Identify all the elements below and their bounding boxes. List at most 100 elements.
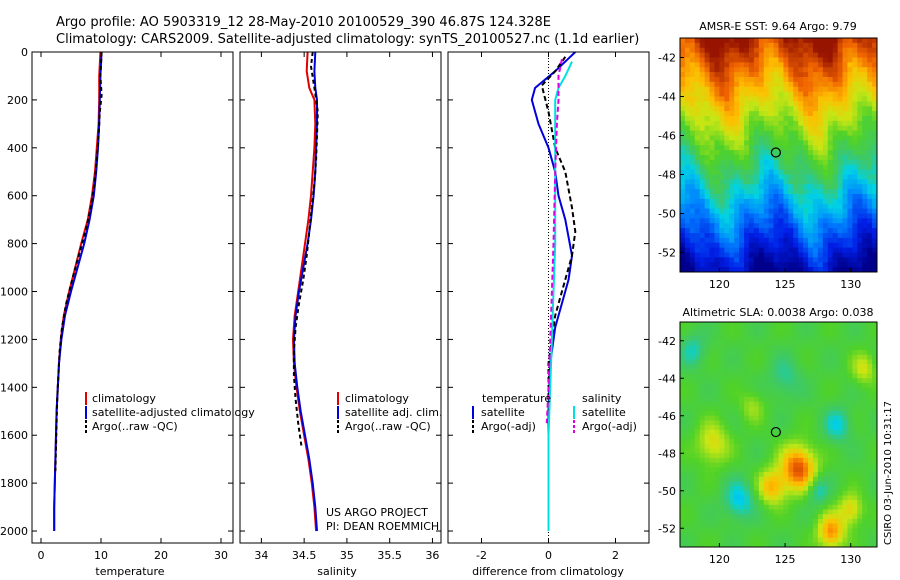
map-cell [719,96,725,102]
map-cell [862,397,868,403]
map-cell [852,140,858,146]
map-cell [867,331,873,337]
map-cell [852,81,858,88]
x-tick-label: 20 [154,549,168,562]
map-cell [793,145,799,151]
map-cell [699,67,706,73]
map-cell [842,481,849,487]
map-cell [842,164,849,171]
map-cell [704,116,711,122]
map-cell [758,184,765,190]
map-cell [763,345,770,351]
map-cell [739,67,745,73]
map-cell [783,62,789,68]
map-cell [744,242,750,249]
map-cell [689,179,696,185]
map-cell [689,336,696,342]
map-cell [837,429,844,436]
map-cell [822,267,829,272]
map-cell [847,140,853,146]
map-cell [709,42,716,49]
map-cell [837,96,844,102]
map-cell [704,242,711,249]
map-cell [694,47,701,54]
map-cell [689,252,696,258]
map-cell [729,67,735,73]
map-cell [822,228,829,234]
map-cell [734,77,740,83]
map-cell [719,140,725,146]
map-cell [857,47,863,54]
map-cell [822,331,829,337]
map-cell [680,101,686,107]
map-cell [793,514,799,520]
map-cell [867,429,873,436]
map-cell [709,523,716,529]
map-cell [867,490,873,497]
map-cell [753,448,760,454]
map-cell [739,47,745,54]
map-cell [852,368,858,375]
map-cell [719,378,725,384]
map-cell [744,252,750,258]
map-cell [684,331,691,337]
map-cell [729,462,735,468]
map-cell [817,331,824,337]
map-cell [867,91,873,98]
map-cell [714,247,720,254]
map-cell [758,514,765,520]
map-cell [684,135,691,141]
map-cell [803,72,809,78]
map-cell [852,203,858,210]
map-cell [763,252,770,258]
map-cell [857,140,863,146]
map-cell [729,500,735,506]
map-cell [852,262,858,268]
map-cell [768,218,775,224]
map-cell [837,257,844,263]
series-line-argo-raw-qc- [292,52,319,448]
map-cell [684,130,691,137]
map-cell [862,125,868,132]
map-cell [694,411,701,417]
map-cell [704,194,711,200]
map-cell [822,443,829,450]
map-cell [803,439,809,445]
map-cell [714,528,720,534]
map-cell [680,189,686,195]
map-cell [714,125,720,132]
map-cell [768,514,775,520]
map-cell [788,237,794,244]
map-cell [739,237,745,244]
map-cell [763,340,770,347]
map-cell [684,476,691,482]
map-cell [704,462,711,468]
map-cell [798,518,804,525]
map-cell [837,378,844,384]
map-cell [729,448,735,454]
map-cell [699,96,706,102]
map-cell [837,322,844,328]
map-cell [778,62,785,68]
map-cell [739,91,745,98]
map-cell [704,135,711,141]
map-cell [719,247,725,254]
map-cell [783,532,789,539]
map-cell [857,514,863,520]
map-cell [872,47,877,54]
map-cell [817,233,824,239]
map-cell [714,242,720,249]
map-cell [783,179,789,185]
map-cell [862,257,868,263]
map-cell [788,495,794,501]
map-cell [763,242,770,249]
map-cell [778,373,785,379]
map-cell [842,257,849,263]
map-cell [852,331,858,337]
map-cell [689,340,696,347]
map-cell [817,500,824,506]
map-cell [798,481,804,487]
map-cell [788,373,794,379]
map-cell [832,203,839,210]
map-cell [852,500,858,506]
